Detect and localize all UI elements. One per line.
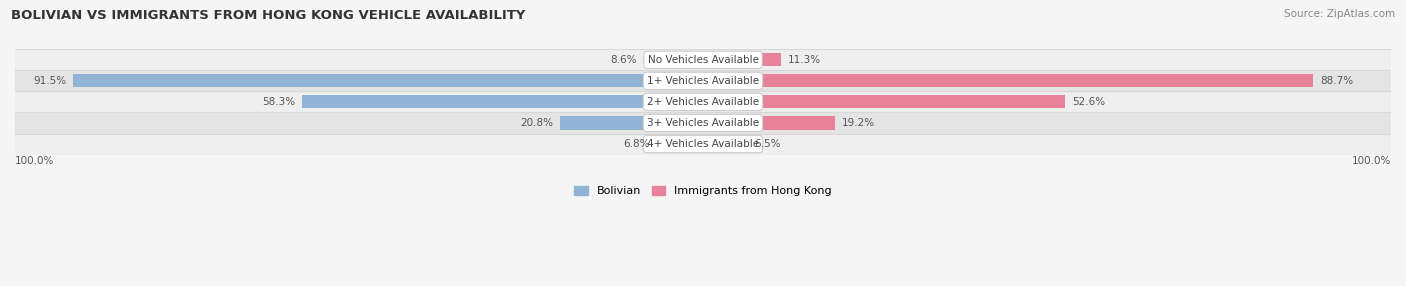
Text: 1+ Vehicles Available: 1+ Vehicles Available — [647, 76, 759, 86]
Text: 2+ Vehicles Available: 2+ Vehicles Available — [647, 97, 759, 107]
Bar — [15, 134, 1391, 154]
Bar — [703, 96, 1064, 108]
Bar — [644, 53, 703, 66]
Text: No Vehicles Available: No Vehicles Available — [648, 55, 758, 65]
Text: 8.6%: 8.6% — [610, 55, 637, 65]
Text: 6.5%: 6.5% — [755, 139, 782, 149]
Bar — [703, 74, 1313, 88]
Bar — [560, 116, 703, 130]
Bar — [15, 92, 1391, 112]
Text: 88.7%: 88.7% — [1320, 76, 1353, 86]
Bar — [15, 112, 1391, 134]
Bar — [302, 96, 703, 108]
Text: 6.8%: 6.8% — [623, 139, 650, 149]
Text: Source: ZipAtlas.com: Source: ZipAtlas.com — [1284, 9, 1395, 19]
Text: 58.3%: 58.3% — [262, 97, 295, 107]
Text: 20.8%: 20.8% — [520, 118, 553, 128]
Text: 3+ Vehicles Available: 3+ Vehicles Available — [647, 118, 759, 128]
Text: 100.0%: 100.0% — [1351, 156, 1391, 166]
Bar — [15, 49, 1391, 70]
Text: BOLIVIAN VS IMMIGRANTS FROM HONG KONG VEHICLE AVAILABILITY: BOLIVIAN VS IMMIGRANTS FROM HONG KONG VE… — [11, 9, 526, 21]
Bar — [73, 74, 703, 88]
Text: 52.6%: 52.6% — [1071, 97, 1105, 107]
Bar — [657, 138, 703, 150]
Bar — [703, 116, 835, 130]
Bar — [15, 70, 1391, 92]
Text: 11.3%: 11.3% — [787, 55, 821, 65]
Text: 19.2%: 19.2% — [842, 118, 875, 128]
Legend: Bolivian, Immigrants from Hong Kong: Bolivian, Immigrants from Hong Kong — [574, 186, 832, 196]
Text: 4+ Vehicles Available: 4+ Vehicles Available — [647, 139, 759, 149]
Bar — [703, 138, 748, 150]
Text: 91.5%: 91.5% — [34, 76, 66, 86]
Text: 100.0%: 100.0% — [15, 156, 55, 166]
Bar — [703, 53, 780, 66]
